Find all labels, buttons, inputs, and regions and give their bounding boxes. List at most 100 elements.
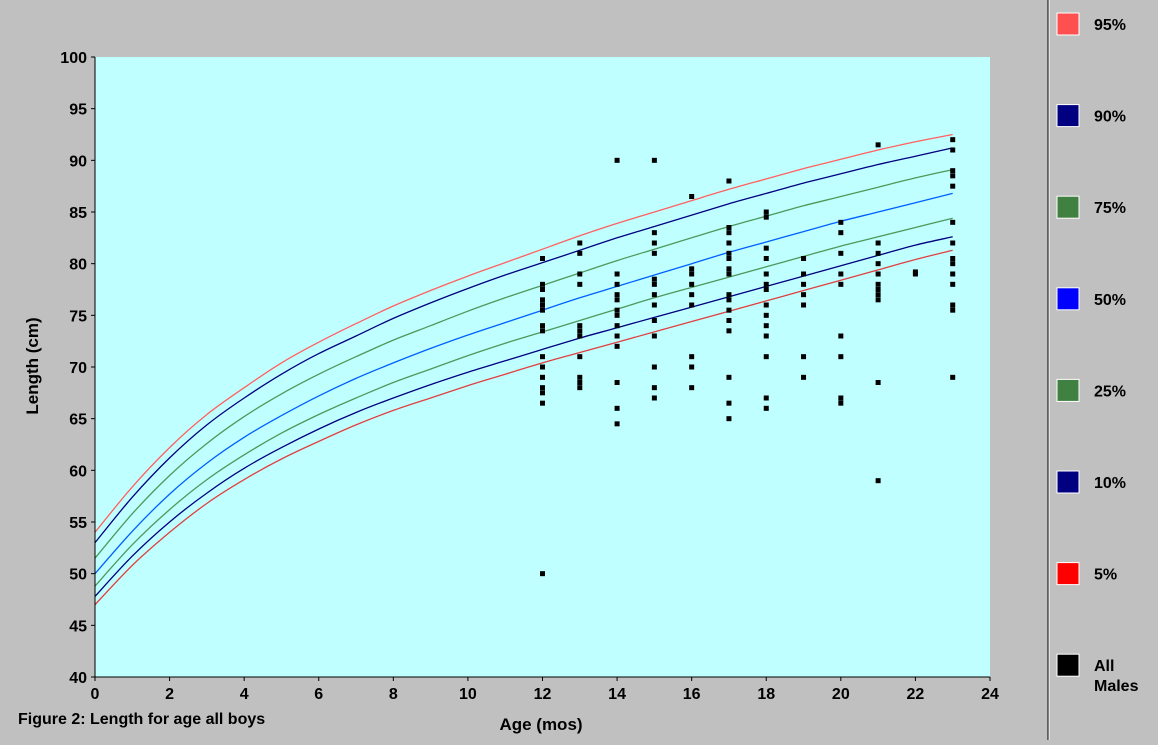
data-point — [614, 405, 620, 411]
x-tick-label: 12 — [534, 686, 552, 703]
data-point — [540, 385, 545, 391]
legend-label: 50% — [1094, 292, 1126, 309]
data-point — [577, 380, 583, 385]
curve-95pct — [94, 133, 953, 533]
legend-label: 25% — [1094, 383, 1126, 400]
data-point — [726, 271, 732, 277]
data-point — [577, 385, 583, 391]
data-point — [540, 328, 545, 334]
data-point — [950, 302, 956, 308]
data-point — [540, 287, 545, 292]
legend-item: 50% — [1056, 287, 1126, 311]
data-point — [875, 478, 881, 484]
y-tick-label: 90 — [69, 153, 87, 170]
data-point — [875, 292, 881, 298]
data-point — [950, 307, 956, 313]
data-point — [875, 380, 881, 385]
data-point — [726, 400, 732, 406]
y-tick-label: 55 — [69, 515, 87, 532]
data-point — [801, 354, 807, 360]
data-point — [912, 271, 918, 277]
data-point — [689, 292, 695, 298]
data-point — [763, 256, 769, 261]
legend-swatch — [1056, 653, 1080, 677]
legend-swatch — [1056, 195, 1080, 219]
data-point — [651, 281, 657, 287]
data-point — [950, 219, 956, 225]
y-tick-label: 85 — [69, 205, 87, 222]
data-point — [651, 250, 657, 256]
legend-swatch — [1056, 104, 1080, 128]
data-point — [651, 385, 657, 391]
data-point — [540, 307, 545, 313]
data-point — [950, 281, 956, 287]
data-point — [763, 405, 769, 411]
data-point — [689, 266, 695, 272]
data-point — [651, 240, 657, 246]
data-point — [838, 219, 844, 225]
data-point — [763, 209, 769, 215]
data-point — [801, 292, 807, 298]
data-point — [950, 240, 956, 246]
data-point — [540, 302, 545, 308]
data-point — [651, 276, 657, 282]
data-point — [763, 333, 769, 339]
y-tick-label: 70 — [69, 360, 87, 377]
x-tick-label: 10 — [459, 686, 477, 703]
data-point — [614, 323, 620, 329]
data-point — [726, 328, 732, 334]
data-point — [726, 250, 732, 256]
curve-5pct — [94, 249, 953, 606]
data-point — [950, 183, 956, 189]
data-point — [838, 395, 844, 401]
data-point — [801, 302, 807, 308]
data-point — [726, 416, 732, 422]
y-axis-label: Length (cm) — [23, 317, 42, 414]
data-point — [726, 225, 732, 230]
data-point — [614, 312, 620, 318]
data-point — [577, 240, 583, 246]
data-point — [950, 173, 956, 179]
data-point — [689, 364, 695, 370]
data-point — [540, 390, 545, 396]
data-point — [726, 374, 732, 380]
data-point — [577, 323, 583, 329]
data-point — [540, 297, 545, 303]
data-point — [763, 287, 769, 292]
data-point — [577, 354, 583, 360]
data-point — [763, 312, 769, 318]
data-point — [801, 271, 807, 277]
legend-item: 75% — [1056, 195, 1126, 219]
curve-75pct — [94, 168, 953, 559]
legend-item: 10% — [1056, 470, 1126, 494]
data-point — [875, 142, 881, 148]
data-point — [950, 137, 956, 143]
data-point — [801, 374, 807, 380]
data-point — [614, 307, 620, 313]
legend-item: 95% — [1056, 12, 1126, 36]
data-point — [614, 292, 620, 298]
data-point — [726, 266, 732, 272]
data-point — [726, 178, 732, 184]
data-point — [614, 421, 620, 427]
figure-caption: Figure 2: Length for age all boys — [18, 711, 265, 728]
legend-swatch — [1056, 378, 1080, 402]
data-point — [950, 168, 956, 174]
x-tick-label: 6 — [314, 686, 323, 703]
data-point — [838, 400, 844, 406]
data-point — [614, 343, 620, 349]
data-point — [577, 250, 583, 256]
data-point — [651, 333, 657, 339]
legend-label: 10% — [1094, 475, 1126, 492]
data-point — [838, 250, 844, 256]
y-tick-label: 80 — [69, 257, 87, 274]
y-tick-label: 100 — [60, 50, 87, 67]
data-point — [540, 256, 545, 261]
y-tick-label: 50 — [69, 567, 87, 584]
x-axis-label: Age (mos) — [499, 715, 582, 734]
data-point — [838, 354, 844, 360]
legend-label: All — [1094, 658, 1114, 675]
data-point — [875, 261, 881, 267]
